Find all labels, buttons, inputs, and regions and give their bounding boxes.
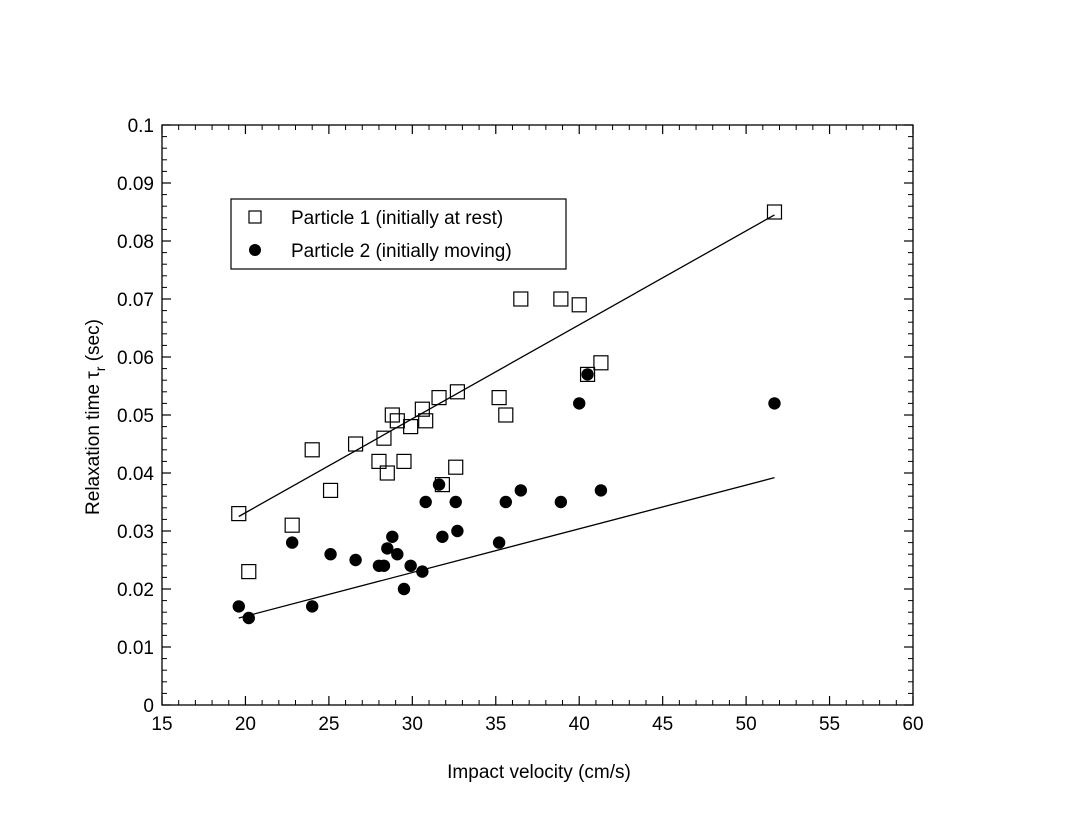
y-tick-label: 0 [143, 696, 154, 717]
y-tick-label: 0.05 [117, 406, 154, 427]
y-tick-label: 0.1 [128, 116, 154, 137]
axis-ticks: 15 20 25 30 35 40 45 50 55 60 0 0.01 0.02 0.03 0.04 0.0… [117, 116, 924, 735]
particle-2-point [573, 397, 586, 410]
y-tick-label: 0.02 [117, 580, 154, 601]
particle-2-point [451, 524, 464, 538]
particle-2-point [492, 536, 506, 549]
particle-1-point [414, 401, 430, 417]
x-tick-label: 40 [569, 714, 590, 735]
particle-1-point [448, 459, 464, 475]
legend-marker-filled-circle [249, 244, 261, 256]
particle-2-point [391, 548, 404, 561]
x-tick-label: 20 [235, 714, 256, 735]
particle-1-point [304, 442, 320, 458]
legend-box [230, 198, 567, 270]
particle-1-point [384, 407, 400, 423]
fit-lines [238, 214, 775, 619]
particle-1-point [389, 413, 405, 429]
x-tick-label: 45 [652, 714, 673, 735]
y-tick-label: 0.01 [117, 638, 154, 659]
y-tick-label: 0.07 [117, 290, 154, 311]
legend-marker-open-square [248, 210, 262, 224]
x-tick-label: 25 [318, 714, 339, 735]
particle-1-point [498, 407, 514, 423]
particle-2-point [594, 484, 608, 497]
particle-1-point [571, 297, 587, 313]
particle-2-point [449, 495, 462, 509]
particle-2-point [554, 495, 568, 509]
particle-1-point [322, 482, 339, 498]
particle-2-point [416, 565, 429, 578]
particle-2-point [324, 548, 337, 561]
particle-2-point [349, 553, 362, 567]
particle-2-point [581, 368, 594, 381]
particle-1-point [418, 413, 434, 429]
particle-1-point [766, 204, 783, 220]
particle-1-point [553, 291, 569, 307]
particle-2-point [514, 484, 528, 497]
legend: Particle 1 (initially at rest) Particle … [230, 198, 567, 270]
fit-line-series-2 [238, 477, 775, 619]
particle-2-point [404, 559, 417, 572]
data-points [231, 204, 783, 625]
particle-1-point [593, 355, 609, 371]
particle-1-point [347, 436, 364, 452]
particle-2-point [377, 559, 391, 572]
particle-2-point [436, 530, 449, 543]
y-tick-label: 0.09 [117, 174, 154, 195]
x-tick-label: 50 [736, 714, 757, 735]
y-tick-label: 0.04 [117, 464, 154, 485]
particle-2-point [397, 582, 411, 596]
fit-line-series-1 [238, 214, 775, 518]
particle-2-point [306, 600, 319, 613]
particle-2-point [242, 611, 255, 625]
y-axis-label-suffix: (sec) [83, 319, 104, 367]
legend-label-particle-1: Particle 1 (initially at rest) [291, 208, 503, 229]
x-tick-label: 15 [151, 714, 172, 735]
x-tick-label: 30 [402, 714, 423, 735]
particle-1-point [284, 517, 300, 533]
particle-2-point [232, 600, 245, 613]
y-axis-label: Relaxation time τr (sec) [83, 319, 108, 515]
particle-1-point [513, 291, 529, 307]
y-axis-label-symbol: τ [83, 371, 104, 379]
x-tick-label: 55 [819, 714, 840, 735]
x-tick-label: 60 [902, 714, 923, 735]
legend-label-particle-2: Particle 2 (initially moving) [291, 241, 512, 262]
particle-1-point [371, 453, 387, 469]
y-tick-label: 0.06 [117, 348, 154, 369]
y-axis-label-prefix: Relaxation time [83, 379, 104, 515]
particle-1-point [449, 384, 465, 400]
y-tick-label: 0.08 [117, 232, 154, 253]
particle-1-point [396, 453, 412, 469]
particle-2-point [285, 536, 299, 549]
particle-2-point [419, 495, 432, 509]
y-tick-label: 0.03 [117, 522, 154, 543]
particle-1-point [431, 390, 447, 406]
particle-2-point [381, 542, 394, 555]
particle-1-point [379, 465, 395, 481]
y-axis-label-subscript: r [92, 366, 108, 371]
x-tick-label: 35 [485, 714, 506, 735]
particle-2-point [768, 397, 781, 410]
particle-1-point [491, 390, 507, 406]
particle-1-point [231, 506, 247, 522]
particle-1-point [241, 563, 257, 580]
particle-2-point [386, 530, 399, 543]
particle-1-point [403, 419, 419, 435]
particle-1-point [376, 430, 392, 446]
particle-2-point [499, 495, 512, 509]
particle-1-point [579, 366, 596, 382]
particle-2-point [432, 478, 446, 491]
x-axis-label: Impact velocity (cm/s) [447, 762, 631, 783]
